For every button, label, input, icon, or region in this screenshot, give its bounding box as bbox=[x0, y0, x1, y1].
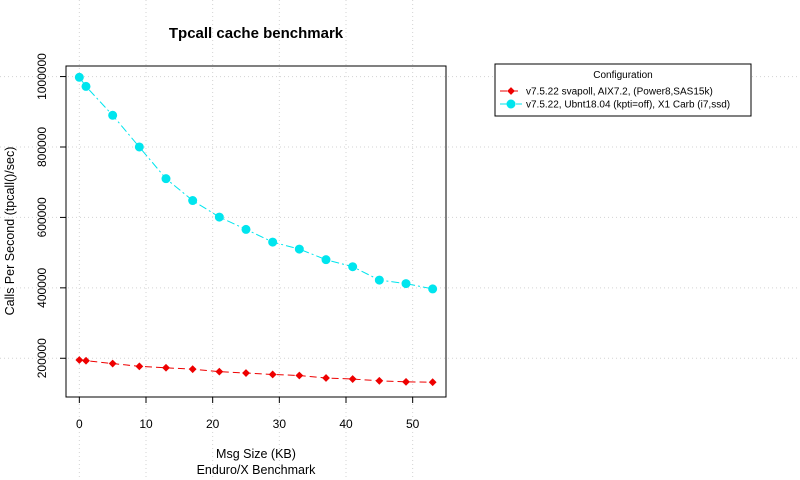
y-axis: 200000 400000 600000 800000 1000000 bbox=[35, 53, 66, 378]
data-point bbox=[75, 356, 84, 364]
data-point bbox=[215, 367, 224, 376]
legend-label: v7.5.22, Ubnt18.04 (kpti=off), X1 Carb (… bbox=[526, 100, 730, 111]
data-point bbox=[348, 262, 358, 272]
data-point bbox=[214, 212, 224, 222]
data-point bbox=[241, 224, 251, 234]
data-point bbox=[268, 237, 278, 247]
data-point bbox=[82, 356, 90, 365]
series-2 bbox=[74, 72, 438, 294]
x-tick-label: 20 bbox=[206, 417, 220, 431]
y-tick-label: 600000 bbox=[35, 197, 49, 237]
data-point bbox=[108, 359, 117, 368]
x-tick-label: 50 bbox=[406, 417, 420, 431]
chart-title: Tpcall cache benchmark bbox=[169, 25, 344, 42]
data-point bbox=[161, 174, 171, 184]
y-axis-label: Calls Per Second (tpcall()/sec) bbox=[3, 147, 17, 316]
data-point bbox=[294, 244, 304, 254]
data-point bbox=[402, 377, 410, 386]
data-point bbox=[428, 284, 438, 294]
y-tick-label: 200000 bbox=[35, 338, 49, 378]
legend-box bbox=[494, 63, 752, 117]
data-point bbox=[162, 363, 170, 372]
x-tick-label: 40 bbox=[339, 417, 353, 431]
data-point bbox=[428, 378, 437, 387]
x-tick-label: 10 bbox=[139, 417, 153, 431]
y-tick-label: 1000000 bbox=[35, 53, 49, 100]
series-1 bbox=[75, 356, 437, 387]
data-point bbox=[401, 279, 411, 289]
series-group bbox=[74, 72, 438, 387]
data-point bbox=[375, 376, 384, 385]
legend-title: Configuration bbox=[593, 70, 652, 81]
data-point bbox=[321, 255, 331, 265]
data-point bbox=[268, 370, 277, 379]
legend-marker bbox=[506, 99, 516, 109]
data-point bbox=[188, 196, 198, 206]
x-axis: 0 10 20 30 40 50 bbox=[76, 397, 420, 431]
x-tick-label: 30 bbox=[273, 417, 287, 431]
data-point bbox=[74, 72, 84, 82]
data-point bbox=[108, 110, 118, 120]
data-point bbox=[135, 362, 144, 371]
data-point bbox=[374, 275, 384, 285]
data-point bbox=[188, 365, 197, 374]
legend: Configuration v7.5.22 svapoll, AIX7.2, (… bbox=[494, 63, 752, 117]
data-point bbox=[295, 371, 304, 380]
legend-label: v7.5.22 svapoll, AIX7.2, (Power8,SAS15k) bbox=[526, 87, 713, 98]
data-point bbox=[348, 375, 357, 383]
x-tick-label: 0 bbox=[76, 417, 83, 431]
legend-marker bbox=[507, 87, 515, 95]
y-tick-label: 400000 bbox=[35, 267, 49, 307]
data-point bbox=[81, 81, 91, 91]
data-point bbox=[134, 142, 144, 152]
y-tick-label: 800000 bbox=[35, 127, 49, 167]
data-point bbox=[242, 369, 250, 377]
series-line bbox=[78, 76, 433, 290]
data-point bbox=[322, 374, 330, 382]
x-axis-sublabel: Enduro/X Benchmark bbox=[197, 463, 317, 477]
plot-frame bbox=[65, 65, 447, 398]
x-axis-label: Msg Size (KB) bbox=[216, 447, 296, 461]
